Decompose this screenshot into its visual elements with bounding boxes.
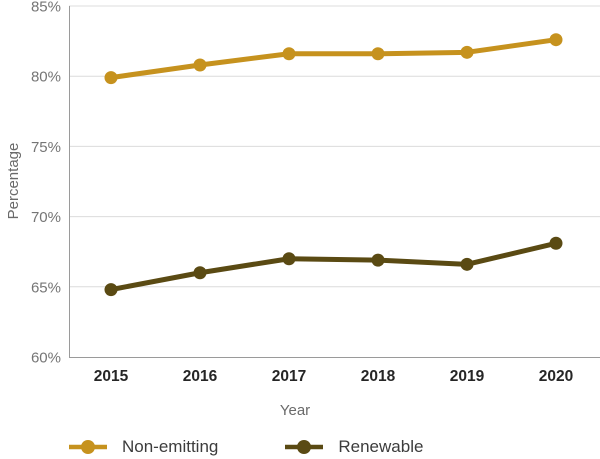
legend-label-renewable: Renewable [338, 437, 424, 456]
legend-label-non-emitting: Non-emitting [122, 437, 219, 456]
data-point-renewable-2015[interactable] [104, 283, 118, 297]
y-tick-label: 70% [31, 209, 61, 226]
legend-marker-renewable-icon [285, 440, 324, 454]
x-tick-label: 2018 [361, 368, 396, 385]
legend-item-non-emitting[interactable]: Non-emitting [68, 433, 218, 459]
y-tick-label: 60% [31, 350, 61, 367]
x-tick-label: 2020 [539, 368, 573, 385]
x-tick-label: 2017 [272, 368, 306, 385]
legend-marker-non-emitting-icon [69, 440, 107, 454]
y-tick-label: 80% [31, 69, 61, 86]
legend: Non-emitting Renewable [68, 433, 423, 459]
data-point-renewable-2016[interactable] [193, 266, 207, 280]
y-tick-label: 65% [31, 279, 61, 296]
data-point-renewable-2020[interactable] [549, 236, 563, 250]
legend-marker-dot [297, 440, 312, 454]
x-tick-label: 2015 [94, 368, 129, 385]
legend-item-renewable[interactable]: Renewable [284, 433, 423, 459]
legend-marker-dot [81, 440, 95, 454]
y-tick-label: 75% [31, 139, 61, 156]
y-tick-label: 85% [31, 0, 61, 16]
data-point-non-emitting-2015[interactable] [104, 71, 118, 85]
x-tick-label: 2019 [450, 368, 485, 385]
data-point-renewable-2019[interactable] [460, 257, 474, 271]
data-point-renewable-2017[interactable] [282, 252, 296, 266]
y-axis-title: Percentage [5, 142, 22, 220]
data-point-non-emitting-2016[interactable] [193, 58, 207, 72]
series-line-renewable [108, 240, 559, 293]
data-point-renewable-2018[interactable] [371, 253, 385, 267]
x-axis-title: Year [279, 402, 311, 419]
data-point-non-emitting-2019[interactable] [460, 45, 474, 59]
series-line-non-emitting [108, 37, 559, 81]
plot-area: 60% 65% 70% 75% 80% 85% 2015 2016 2017 2018 2019 20… [31, 0, 600, 385]
data-point-non-emitting-2017[interactable] [282, 47, 296, 61]
data-point-non-emitting-2020[interactable] [549, 33, 563, 47]
x-tick-label: 2016 [183, 368, 218, 385]
data-point-non-emitting-2018[interactable] [371, 47, 385, 61]
